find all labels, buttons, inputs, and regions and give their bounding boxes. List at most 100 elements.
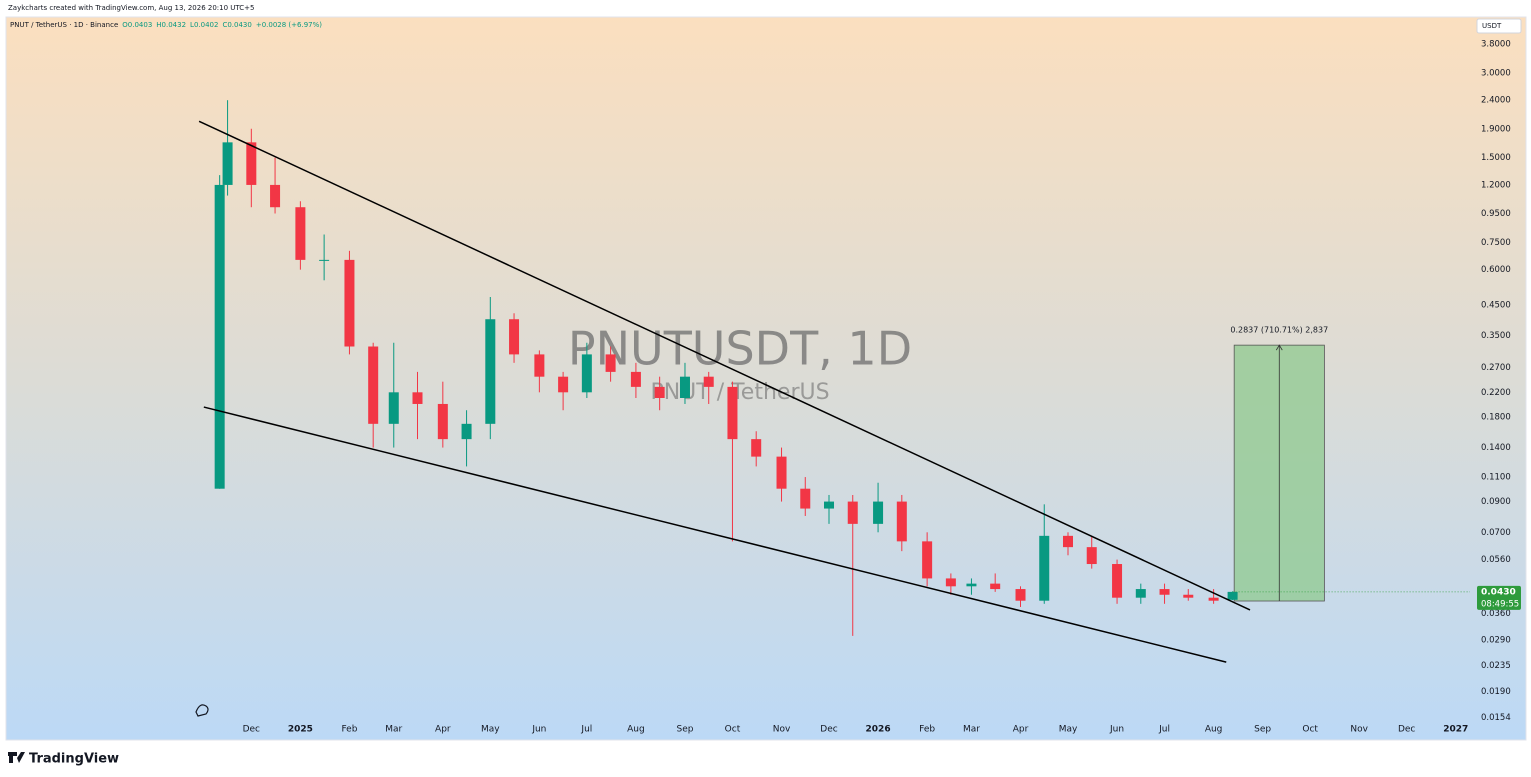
candle-body: [703, 376, 714, 387]
symbol: PNUT / TetherUS · 1D · Binance: [10, 21, 118, 29]
candle-body: [896, 501, 907, 542]
x-tick-label: 2027: [1443, 725, 1468, 735]
measure-arrowhead: [1275, 344, 1283, 351]
candle-body: [461, 423, 472, 440]
candle-body: [295, 207, 306, 260]
candle-body: [485, 319, 496, 424]
candle-body: [630, 371, 641, 387]
candle-body: [1159, 589, 1170, 595]
y-tick-label: 0.0235: [1481, 661, 1511, 671]
trendline: [198, 120, 1251, 611]
candle-body: [1015, 589, 1026, 601]
candle-body: [1183, 594, 1194, 598]
currency-box[interactable]: [1476, 18, 1522, 34]
candle-body: [800, 488, 811, 509]
x-tick-label: Jun: [1109, 725, 1124, 735]
candle-body: [437, 403, 448, 440]
countdown: 08:49:55: [1481, 599, 1519, 609]
y-tick-label: 0.0190: [1481, 687, 1511, 697]
y-tick-label: 0.2200: [1481, 388, 1511, 398]
candle-body: [412, 392, 423, 404]
candle-body: [605, 354, 616, 372]
candle-body: [679, 376, 690, 398]
x-tick-label: Aug: [1205, 725, 1223, 735]
candle-body: [270, 184, 281, 208]
y-tick-label: 2.4000: [1481, 96, 1511, 106]
trendline: [203, 406, 1227, 663]
candle-body: [751, 439, 762, 457]
candle-body: [873, 501, 884, 524]
currency: USDT: [1482, 22, 1502, 30]
x-tick-label: Sep: [676, 725, 693, 735]
brand: TradingView: [29, 752, 119, 767]
x-tick-label: Jun: [531, 725, 546, 735]
candle-body: [990, 583, 1001, 590]
open: O0.0403: [122, 21, 152, 29]
y-tick-label: 0.0154: [1481, 713, 1511, 723]
x-tick-label: Dec: [820, 725, 837, 735]
symbol-info: PNUT / TetherUS · 1D · Binance O0.0403 H0.…: [10, 21, 322, 29]
y-tick-label: 1.5000: [1481, 153, 1511, 163]
y-tick-label: 0.1100: [1481, 473, 1511, 483]
logo-pictogram: [195, 704, 209, 717]
candle-body: [1135, 589, 1146, 598]
y-tick-label: 0.0700: [1481, 528, 1511, 538]
y-tick-label: 3.8000: [1481, 40, 1511, 50]
watermark-title: PNUTUSDT, 1D: [568, 322, 912, 376]
y-tick-label: 0.0290: [1481, 636, 1511, 646]
high: H0.0432: [156, 21, 186, 29]
y-tick-label: 1.9000: [1481, 124, 1511, 134]
candle-body: [847, 501, 858, 524]
candle-body: [945, 578, 956, 587]
last-price-box: [1477, 585, 1521, 610]
candle-body: [1112, 564, 1123, 598]
y-tick-label: 0.0900: [1481, 497, 1511, 507]
close: C0.0430: [222, 21, 251, 29]
plot: 0.2837 (710.71%) 2,837: [198, 100, 1470, 663]
change: +0.0028 (+6.97%): [256, 21, 322, 29]
candle-body: [509, 319, 520, 355]
x-tick-label: Aug: [627, 725, 645, 735]
x-tick-label: Jul: [580, 725, 592, 735]
x-tick-label: Apr: [1013, 725, 1029, 735]
brand-logo: [8, 752, 25, 763]
x-tick-label: Mar: [385, 725, 402, 735]
candle-body: [1086, 547, 1097, 565]
candle-body: [1227, 591, 1238, 600]
price-axis: [1470, 17, 1526, 740]
x-tick-label: Dec: [243, 725, 260, 735]
panel-border: [5, 16, 1527, 741]
candle-body: [922, 541, 933, 579]
y-tick-label: 0.3500: [1481, 331, 1511, 341]
candle-body: [654, 386, 665, 398]
x-tick-label: Oct: [1302, 725, 1318, 735]
y-tick-label: 0.6000: [1481, 265, 1511, 275]
y-tick-label: 0.9500: [1481, 209, 1511, 219]
x-tick-label: May: [1059, 725, 1078, 735]
x-tick-label: Nov: [773, 725, 791, 735]
y-tick-label: 0.0560: [1481, 555, 1511, 565]
candle-body: [388, 392, 399, 424]
candle-body: [1062, 535, 1073, 548]
y-tick-label: 0.1400: [1481, 443, 1511, 453]
candle-body: [558, 376, 569, 393]
y-tick-label: 1.2000: [1481, 180, 1511, 190]
measure-label: 0.2837 (710.71%) 2,837: [1230, 326, 1328, 335]
y-tick-label: 0.7500: [1481, 238, 1511, 248]
x-tick-label: Apr: [435, 725, 451, 735]
candle-body: [222, 142, 233, 185]
x-tick-label: 2026: [866, 725, 891, 735]
candle-body: [344, 259, 355, 347]
candle-body: [368, 346, 379, 424]
x-tick-label: Mar: [963, 725, 980, 735]
candle-body: [246, 142, 257, 185]
y-tick-label: 3.0000: [1481, 68, 1511, 78]
y-tick-label: 0.1800: [1481, 412, 1511, 422]
x-tick-label: Oct: [725, 725, 741, 735]
x-tick-label: Dec: [1398, 725, 1415, 735]
credit: Zaykcharts created with TradingView.com,…: [8, 4, 254, 12]
candle-body: [824, 501, 835, 509]
plot-background: [6, 17, 1470, 740]
